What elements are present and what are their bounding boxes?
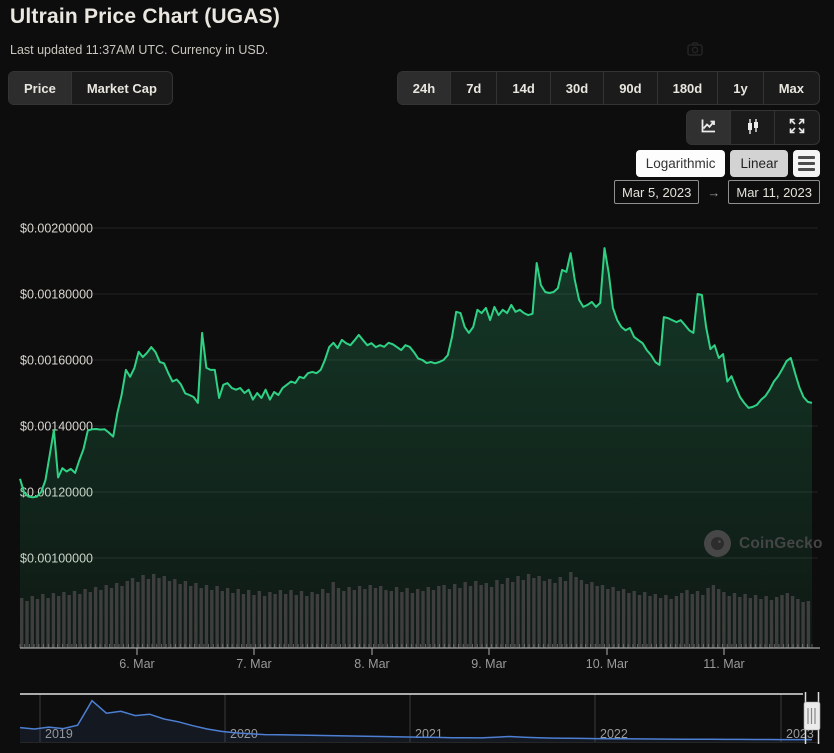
- hamburger-icon: [798, 156, 815, 159]
- date-from-input[interactable]: Mar 5, 2023: [613, 180, 700, 204]
- svg-text:2019: 2019: [45, 727, 73, 741]
- navigator-line: [19, 699, 812, 741]
- svg-text:$0.00140000: $0.00140000: [20, 420, 93, 434]
- range-7d[interactable]: 7d: [451, 72, 498, 104]
- navigator-area: [20, 700, 812, 742]
- svg-text:9. Mar: 9. Mar: [471, 657, 506, 671]
- hamburger-menu-button[interactable]: [793, 150, 820, 177]
- last-updated-text: Last updated 11:37AM UTC. Currency in US…: [10, 43, 269, 57]
- linear-button[interactable]: Linear: [730, 150, 788, 177]
- range-90d[interactable]: 90d: [604, 72, 658, 104]
- range-24h[interactable]: 24h: [397, 72, 452, 104]
- x-axis: 6. Mar 7. Mar 8. Mar 9. Mar 10. Mar 11. Mar: [19, 644, 820, 671]
- tab-price[interactable]: Price: [9, 72, 72, 104]
- candlestick-icon: [745, 118, 761, 138]
- svg-text:$0.00180000: $0.00180000: [20, 288, 93, 302]
- date-range-row: Mar 5, 2023 → Mar 11, 2023: [613, 180, 820, 204]
- svg-text:8. Mar: 8. Mar: [354, 657, 389, 671]
- camera-icon[interactable]: [687, 42, 703, 61]
- range-tabs: 24h 7d 14d 30d 90d 180d 1y Max: [396, 71, 820, 105]
- svg-text:2022: 2022: [600, 727, 628, 741]
- coingecko-watermark: CoinGecko: [704, 530, 823, 557]
- metric-tabs: Price Market Cap: [8, 71, 173, 105]
- svg-text:11. Mar: 11. Mar: [703, 657, 744, 671]
- navigator[interactable]: 20192020202120222023: [19, 692, 821, 744]
- volume-bars: [20, 572, 811, 648]
- price-area: [20, 248, 812, 648]
- svg-text:7. Mar: 7. Mar: [236, 657, 271, 671]
- logarithmic-button[interactable]: Logarithmic: [635, 150, 726, 177]
- range-1y[interactable]: 1y: [718, 72, 764, 104]
- price-line: [19, 247, 813, 499]
- svg-text:$0.00160000: $0.00160000: [20, 354, 93, 368]
- svg-text:10. Mar: 10. Mar: [586, 657, 628, 671]
- gecko-logo-icon: [704, 530, 731, 557]
- navigator-handle[interactable]: [803, 692, 821, 744]
- range-14d[interactable]: 14d: [497, 72, 551, 104]
- svg-text:2023: 2023: [786, 727, 814, 741]
- tab-market-cap[interactable]: Market Cap: [72, 72, 172, 104]
- range-30d[interactable]: 30d: [551, 72, 605, 104]
- date-range-arrow: →: [707, 184, 721, 200]
- date-to-input[interactable]: Mar 11, 2023: [728, 180, 820, 204]
- page-title: Ultrain Price Chart (UGAS): [10, 5, 281, 28]
- expand-icon: [789, 118, 805, 137]
- scale-toggle-row: Logarithmic Linear: [635, 150, 820, 177]
- svg-text:6. Mar: 6. Mar: [119, 657, 154, 671]
- chart-type-toolbar: [686, 110, 820, 145]
- expand-button[interactable]: [775, 111, 819, 144]
- range-180d[interactable]: 180d: [658, 72, 719, 104]
- watermark-text: CoinGecko: [739, 534, 823, 552]
- candlestick-button[interactable]: [731, 111, 775, 144]
- line-chart-icon: [700, 118, 717, 137]
- svg-text:$0.00200000: $0.00200000: [20, 222, 93, 236]
- range-max[interactable]: Max: [764, 72, 819, 104]
- line-chart-button[interactable]: [687, 111, 731, 144]
